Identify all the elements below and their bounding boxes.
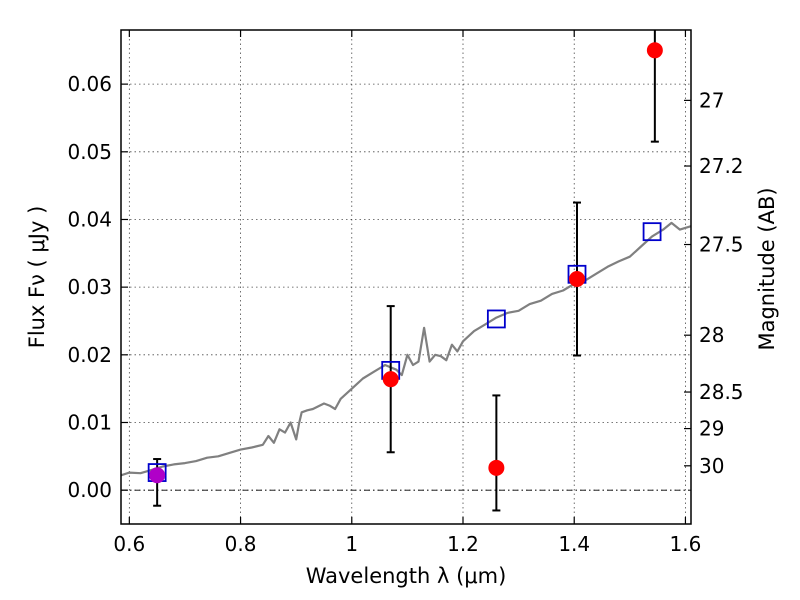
- grid-lines: [121, 30, 691, 524]
- model-flux-square: [642, 222, 662, 242]
- right-tick-label: 28: [699, 323, 724, 347]
- axis-ticks: 0.6 0.8 1 1.2 1.4 1.6 0.00 0.01 0.02 0.03 0.04 0.05…: [67, 30, 744, 556]
- observed-flux-point: [149, 467, 166, 484]
- model-spectrum-layer: [120, 221, 692, 477]
- data-markers: [147, 42, 663, 484]
- y-axis-label-left: Flux Fν ( μJy ): [25, 206, 49, 349]
- y-tick-label: 0.05: [67, 140, 112, 164]
- y-tick-label: 0.00: [67, 478, 112, 502]
- x-tick-label: 1.6: [670, 532, 702, 556]
- x-tick-label: 1.4: [558, 532, 590, 556]
- error-bars: [153, 30, 659, 512]
- y-tick-label: 0.01: [67, 410, 112, 434]
- plot-frame: [120, 29, 692, 525]
- y-tick-label: 0.04: [67, 207, 112, 231]
- right-tick-label: 28.5: [699, 380, 744, 404]
- observed-flux-point: [488, 459, 505, 476]
- observed-flux-point: [382, 371, 399, 388]
- x-axis-label: Wavelength λ (μm): [306, 564, 507, 588]
- y-tick-label: 0.02: [67, 343, 112, 367]
- right-tick-label: 27.5: [699, 233, 744, 257]
- model-spectrum-line: [120, 221, 692, 477]
- x-tick-label: 0.8: [225, 532, 257, 556]
- observed-flux-point: [646, 42, 663, 59]
- y-axis-label-right: Magnitude (AB): [755, 187, 779, 350]
- observed-flux-point: [569, 271, 585, 288]
- x-tick-label: 1.2: [447, 532, 479, 556]
- y-tick-label: 0.03: [67, 275, 112, 299]
- right-tick-label: 27.2: [699, 154, 744, 178]
- right-tick-label: 29: [699, 417, 724, 441]
- right-tick-label: 30: [699, 454, 724, 478]
- right-tick-label: 27: [699, 88, 724, 112]
- x-tick-label: 1: [345, 532, 358, 556]
- x-tick-label: 0.6: [113, 532, 145, 556]
- y-tick-label: 0.06: [67, 72, 112, 96]
- model-flux-square: [486, 309, 506, 329]
